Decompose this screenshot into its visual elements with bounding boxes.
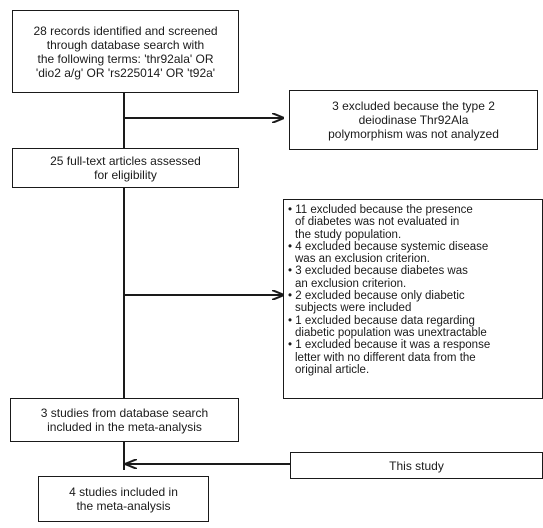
reason-1-first: • 11 excluded because the presence [288,204,473,216]
final-line-2: the meta-analysis [76,499,171,513]
included-search-line-2: included in the meta-analysis [47,420,202,434]
final-line-1: 4 studies included in [69,485,178,499]
reason-4-cont-1: subjects were included [295,302,412,315]
fulltext-assessed-box: 25 full-text articles assessed for eligi… [12,148,239,188]
final-included-box: 4 studies included in the meta-analysis [38,476,209,522]
included-search-box: 3 studies from database search included … [10,398,239,442]
excluded-first-line-3: polymorphism was not analyzed [328,127,499,141]
reason-5-cont-1: diabetic population was unextractable [295,326,487,339]
reason-3-first: • 3 excluded because diabetes was [288,265,468,278]
reason-item: • 3 excluded because diabetes was an exc… [288,265,540,290]
this-study-box: This study [290,452,543,479]
reason-item: • 4 excluded because systemic disease wa… [288,241,540,266]
reason-item: • 1 excluded because data regarding diab… [288,315,540,340]
records-line-4: 'dio2 a/g' OR 'rs225014' OR 't92a' [35,65,216,80]
reason-5-first: • 1 excluded because data regarding [288,314,475,327]
this-study-label: This study [389,458,444,473]
reason-4-first: • 2 excluded because only diabetic [288,290,465,303]
reason-6-cont-2: original article. [295,363,370,376]
excluded-first-line-1: 3 excluded because the type 2 [332,99,495,113]
included-search-line-1: 3 studies from database search [40,406,209,420]
reason-1-cont-1: of diabetes was not evaluated in [295,216,460,229]
fulltext-line-2: for eligibility [94,168,157,182]
reason-item: • 1 excluded because it was a response l… [288,339,540,376]
excluded-not-analyzed-box: 3 excluded because the type 2 deiodinase… [289,90,538,150]
records-line-2: through database search with [46,37,205,52]
fulltext-line-1: 25 full-text articles assessed [50,154,201,168]
reason-3-cont-1: an exclusion criterion. [295,277,407,290]
records-line-3: the following terms: 'thr92ala' OR [37,51,214,66]
reason-2-first: • 4 excluded because systemic disease [288,240,489,253]
reason-6-cont-1: letter with no different data from the [295,351,476,364]
excluded-reasons-box: • 11 excluded because the presence of di… [283,199,543,399]
reason-6-first: • 1 excluded because it was a response [288,339,491,352]
records-identified-box: 28 records identified and screened throu… [12,10,239,93]
reason-1-cont-2: the study population. [295,228,402,241]
reason-item: • 2 excluded because only diabetic subje… [288,290,540,315]
reason-item: • 11 excluded because the presence of di… [288,204,540,241]
reason-2-cont-1: was an exclusion criterion. [295,253,430,266]
excluded-first-line-2: deiodinase Thr92Ala [358,113,469,127]
records-line-1: 28 records identified and screened [33,23,218,38]
